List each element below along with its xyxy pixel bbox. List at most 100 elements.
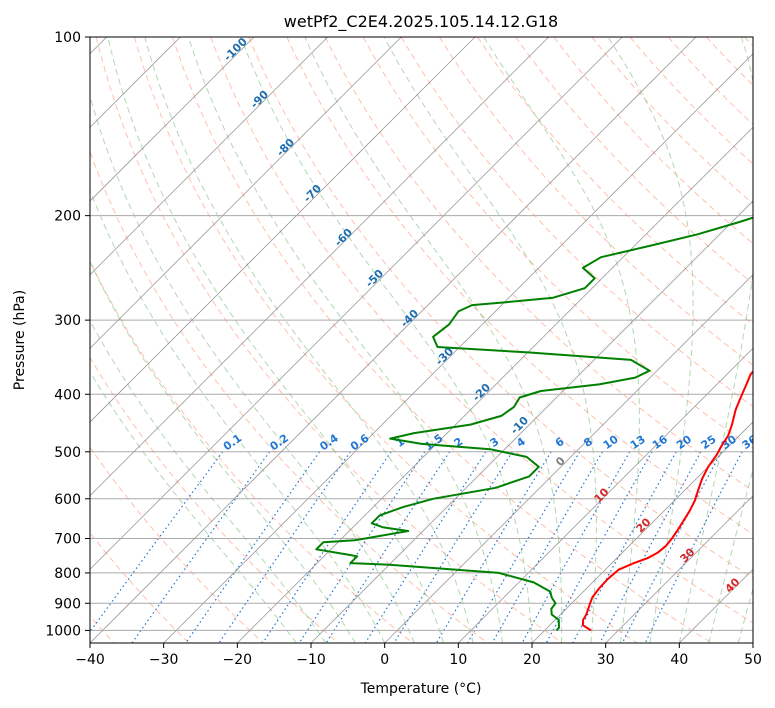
dry-adiabat [90, 356, 339, 643]
mixing-ratio-line [644, 451, 743, 643]
mixing-ratio-line [491, 451, 604, 643]
moist-adiabat [737, 586, 753, 643]
dry-adiabat [210, 37, 753, 624]
moist-adiabat-label: -20 [470, 381, 493, 404]
moist-adiabat [607, 37, 694, 643]
skewed-isotherm [90, 37, 476, 423]
dry-adiabat [744, 37, 753, 47]
skewed-isotherm [310, 200, 753, 643]
dry-adiabat-label: 20 [634, 515, 654, 535]
dry-adiabat [90, 260, 414, 643]
skewed-isotherm [90, 37, 402, 349]
y-tick-label: 900 [54, 596, 81, 612]
dry-adiabat-label: 10 [592, 485, 612, 505]
x-tick-label: 30 [597, 652, 615, 668]
mixing-ratio-line [572, 451, 677, 643]
dry-adiabat [438, 37, 753, 366]
mixing-ratio-line [466, 451, 581, 643]
skewed-isotherm [90, 37, 549, 497]
x-axis: −40 −30 −20 −10 0 10 20 30 40 50 [75, 643, 762, 668]
skewed-isotherm [90, 37, 697, 643]
mixing-ratio-line [218, 451, 351, 643]
mixing-ratio-label: 25 [699, 433, 719, 452]
x-tick-label: 10 [449, 652, 467, 668]
dry-adiabat [95, 37, 563, 643]
background-lines [90, 37, 753, 643]
x-tick-label: 40 [670, 652, 688, 668]
moist-adiabat-label: -10 [508, 414, 531, 437]
mixing-ratio-label: 0.4 [317, 431, 341, 453]
moist-adiabat [240, 37, 533, 643]
y-tick-label: 400 [54, 387, 81, 403]
skewed-isotherm [605, 495, 753, 643]
skewed-isotherm [90, 37, 623, 570]
moist-adiabat [107, 37, 445, 643]
mixing-ratio-line [393, 451, 513, 643]
skewed-isotherm [163, 53, 753, 643]
skewed-isotherm [752, 642, 753, 643]
mixing-ratio-line [325, 451, 451, 643]
skewed-isotherm [458, 347, 753, 643]
mixing-ratio-line [435, 451, 552, 643]
dry-adiabat [90, 446, 264, 643]
dry-adiabat [90, 532, 190, 643]
moist-adiabat [90, 319, 327, 643]
mixing-ratio-line [545, 451, 653, 643]
dry-adiabat [133, 37, 638, 643]
moist-adiabat-label: -60 [332, 226, 355, 249]
mixing-ratio-label: 16 [650, 432, 670, 452]
moist-adiabat [483, 37, 640, 643]
mixing-ratio-label: 36 [740, 432, 760, 452]
dry-adiabat [172, 37, 712, 643]
mixing-ratio-label: 0.6 [348, 431, 372, 453]
x-axis-title: Temperature (°C) [360, 681, 482, 697]
skewed-isotherm [90, 37, 328, 276]
mixing-ratio-line [621, 451, 722, 643]
x-tick-label: 0 [380, 652, 389, 668]
dry-adiabat-label: 30 [678, 545, 698, 565]
profile-series [315, 216, 753, 632]
mixing-ratio-line [90, 451, 224, 633]
mixing-ratio-label: 6 [553, 435, 567, 450]
y-axis-title: Pressure (hPa) [12, 290, 28, 390]
moist-adiabat [90, 189, 386, 643]
moist-adiabat [188, 37, 503, 643]
moist-adiabat [708, 467, 753, 643]
plot-frame [89, 36, 754, 644]
dry-adiabat [90, 150, 488, 643]
y-tick-label: 500 [54, 445, 81, 461]
moist-adiabat [678, 37, 753, 643]
skewed-isotherm [384, 274, 753, 643]
background-line-labels: 0.1 0.2 0.4 0.6 1 1.5 2 3 4 6 8 10 13 16 20 25 30 36-100-… [221, 35, 760, 596]
skewed-isotherm [531, 421, 753, 643]
chart-title: wetPf2_C2E4.2025.105.14.12.G18 [284, 12, 558, 32]
moist-adiabat-label: -100 [221, 35, 250, 64]
mixing-ratio-line [131, 451, 271, 643]
moist-adiabat-label: -70 [301, 182, 324, 205]
mixing-ratio-label: 10 [601, 432, 621, 452]
mixing-ratio-line [599, 451, 702, 643]
moist-adiabat-label: -50 [363, 267, 386, 290]
y-tick-label: 600 [54, 492, 81, 508]
moist-adiabat [90, 370, 297, 643]
moist-adiabat [90, 94, 415, 643]
temperature-line [581, 370, 753, 632]
dewpoint-line [315, 216, 753, 632]
mixing-ratio-line [262, 451, 392, 643]
moist-adiabat-label: -80 [274, 136, 297, 159]
mixing-ratio-label: 13 [628, 433, 648, 452]
mixing-ratio-line [364, 451, 487, 643]
dry-adiabat [553, 37, 753, 245]
dry-adiabat [286, 37, 753, 535]
moist-adiabat-label: -40 [398, 307, 421, 330]
y-tick-label: 200 [54, 209, 81, 225]
moist-adiabat [144, 37, 474, 643]
y-tick-label: 300 [54, 313, 81, 329]
dry-adiabat [324, 37, 753, 492]
dry-adiabat [591, 37, 753, 205]
moist-adiabat [383, 37, 597, 643]
y-axis: 100 200 300 400 500 600 700 800 900 1000 [45, 30, 90, 639]
mixing-ratio-line [521, 451, 631, 643]
x-tick-label: −10 [296, 652, 326, 668]
